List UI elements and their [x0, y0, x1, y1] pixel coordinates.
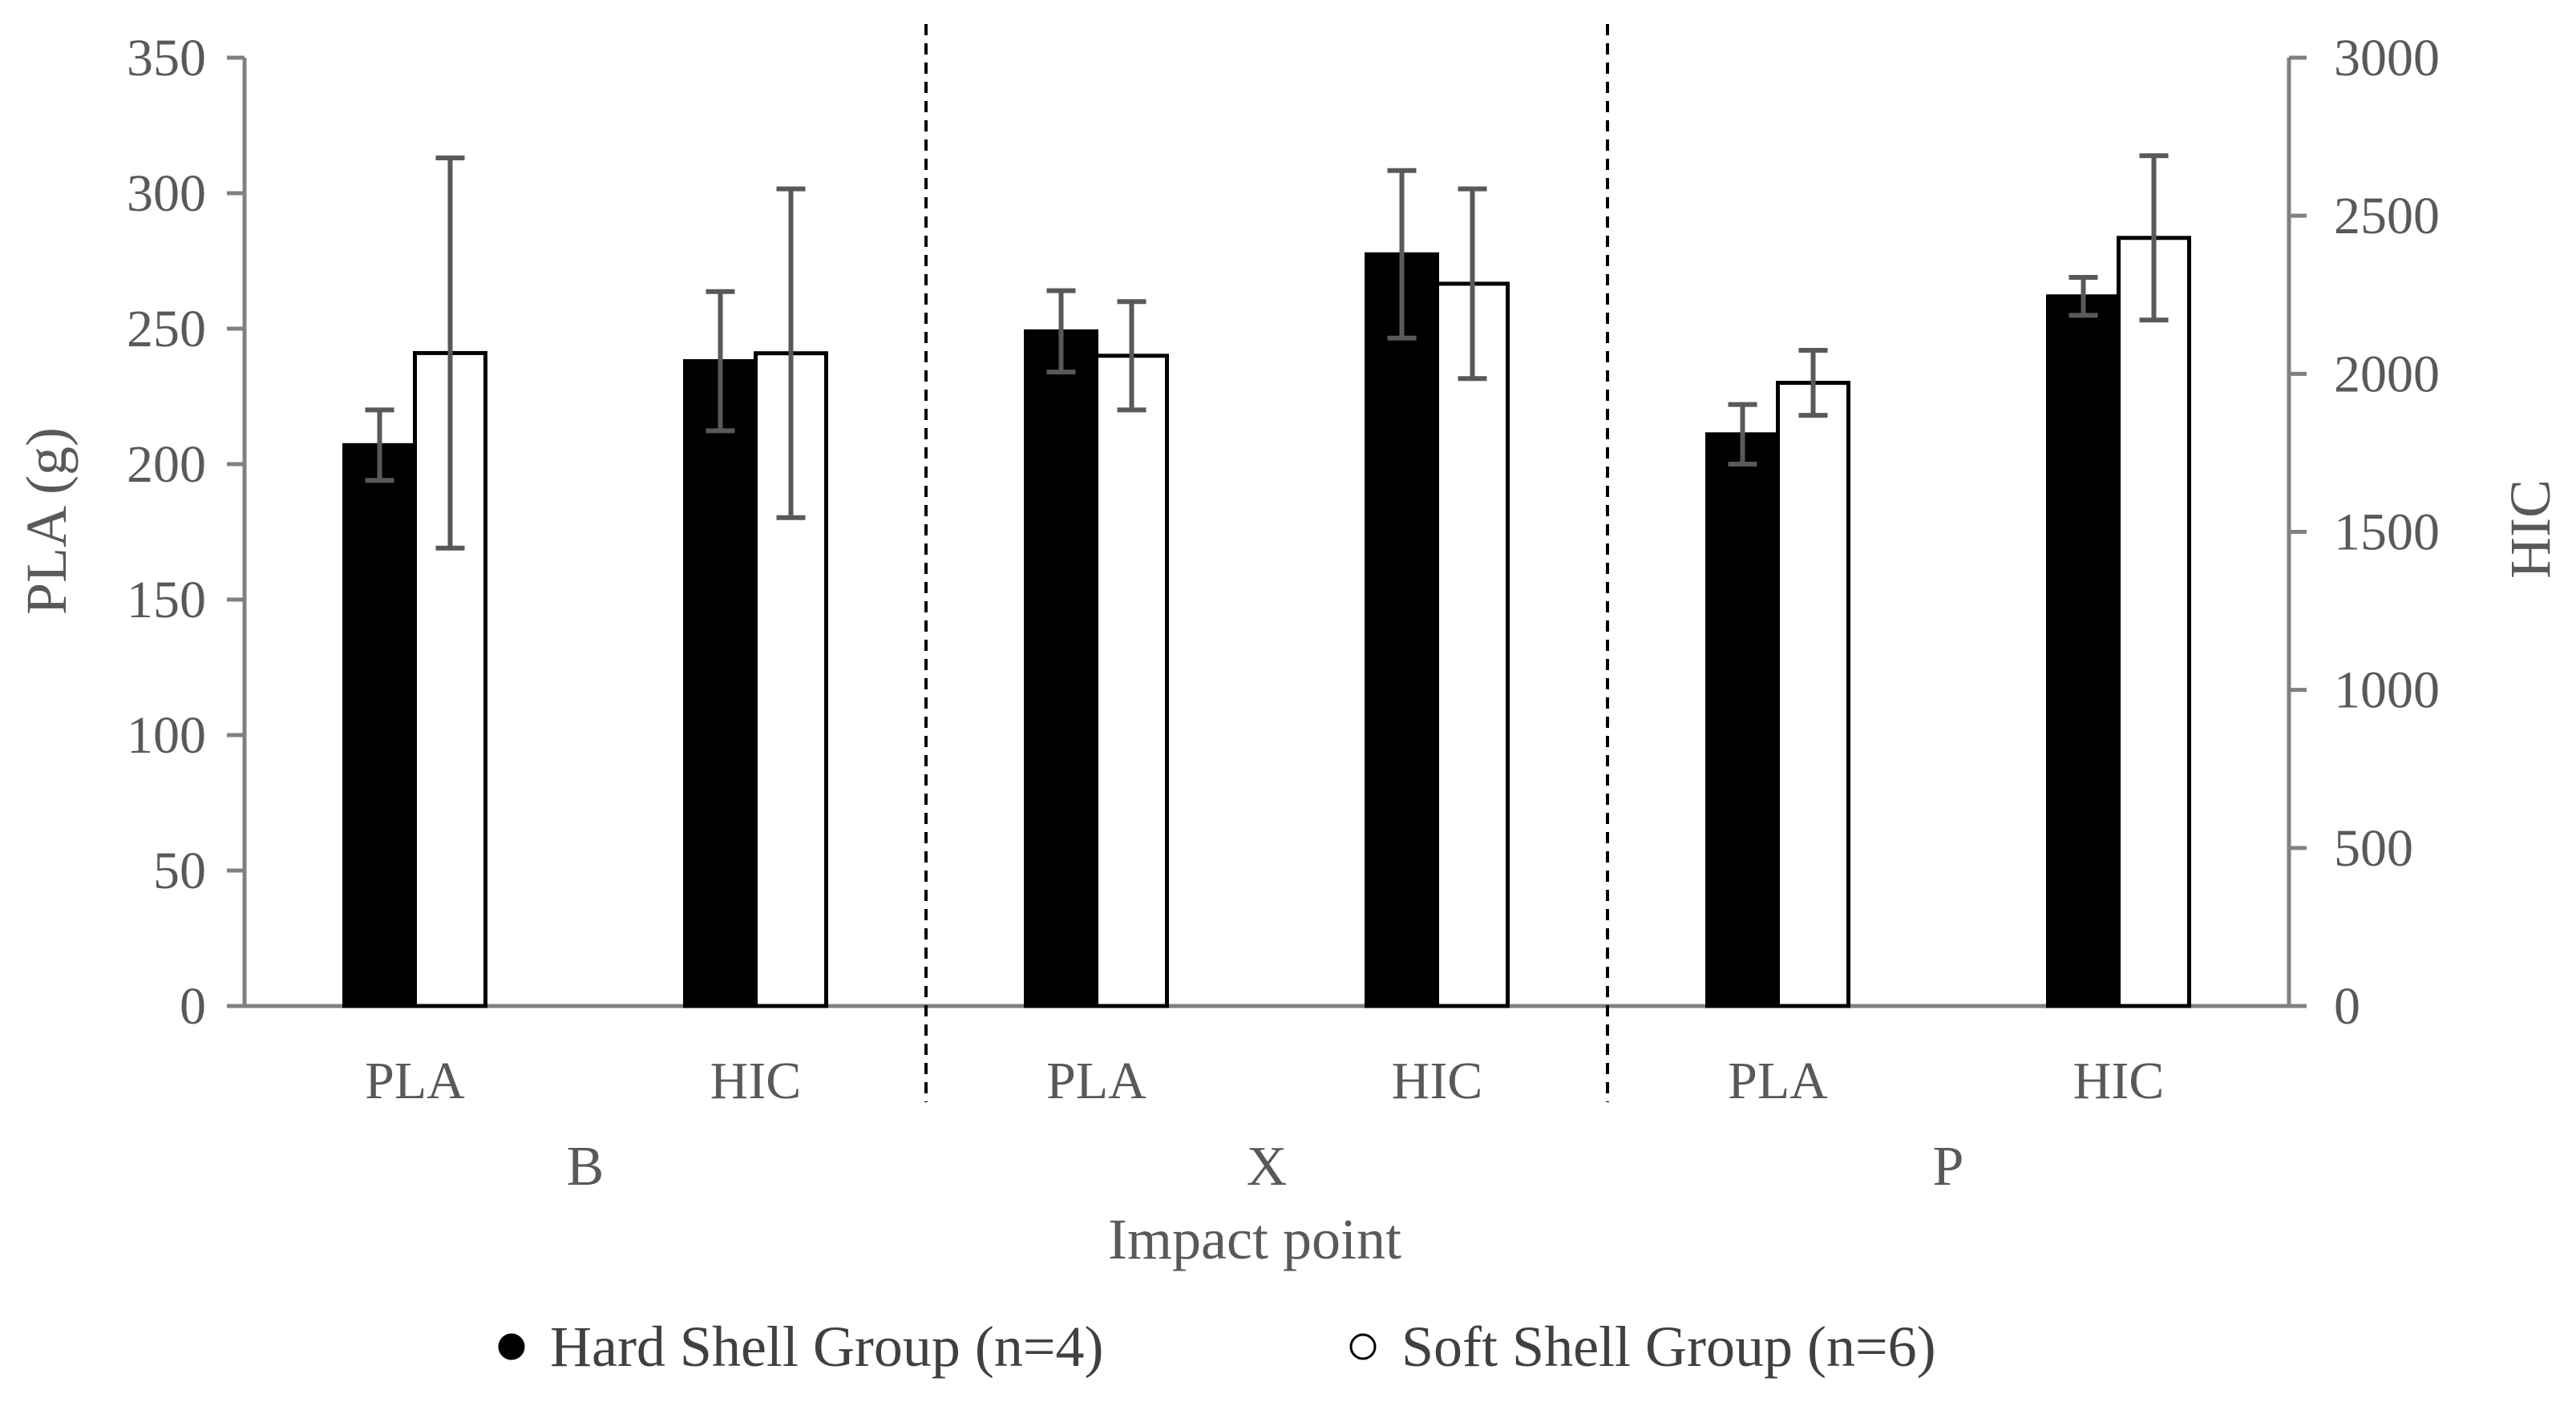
- legend: Hard Shell Group (n=4) Soft Shell Group …: [498, 1315, 1936, 1379]
- legend-marker-hard-shell: [498, 1333, 525, 1360]
- bar-soft-shell: [1094, 354, 1169, 1008]
- x-group-label: P: [1933, 1136, 1964, 1198]
- bar-soft-shell: [1776, 381, 1850, 1008]
- y-tick-label: 250: [127, 300, 206, 358]
- y2-tick-label: 0: [2334, 977, 2360, 1036]
- y-tick-label: 150: [127, 571, 206, 629]
- bar-soft-shell: [2117, 236, 2191, 1008]
- bar-hard-shell: [342, 442, 417, 1008]
- bar-hard-shell: [683, 359, 758, 1008]
- bar-hard-shell: [1024, 329, 1098, 1008]
- y2-tick-label: 500: [2334, 819, 2413, 878]
- legend-marker-soft-shell: [1349, 1333, 1377, 1360]
- x-group-label: X: [1247, 1136, 1288, 1198]
- bar-hard-shell: [1365, 252, 1439, 1008]
- x-category-label: HIC: [1392, 1052, 1483, 1110]
- y-axis-title: PLA (g): [14, 427, 79, 615]
- y2-tick-label: 3000: [2334, 29, 2440, 87]
- x-axis-title: Impact point: [1108, 1207, 1401, 1271]
- bar-soft-shell: [413, 350, 487, 1008]
- y-tick-label: 300: [127, 164, 206, 223]
- legend-label-soft-shell: Soft Shell Group (n=6): [1401, 1315, 1936, 1379]
- legend-label-hard-shell: Hard Shell Group (n=4): [550, 1315, 1103, 1379]
- y2-tick-label: 1000: [2334, 661, 2440, 720]
- bar-hard-shell: [1705, 432, 1780, 1008]
- y2-tick-label: 2500: [2334, 187, 2440, 245]
- y-tick-label: 100: [127, 706, 206, 765]
- bar-hard-shell: [2046, 294, 2121, 1008]
- bar-soft-shell: [1435, 281, 1510, 1008]
- y-tick-label: 0: [180, 977, 206, 1036]
- bar-layer: [342, 236, 2191, 1008]
- chart-plot-area: 0 50 100 150 200 250 300 350 0 500 1000 1500 2000 250…: [127, 24, 2440, 1198]
- x-category-label: HIC: [710, 1052, 802, 1110]
- y2-axis-title: HIC: [2498, 479, 2562, 579]
- y2-tick-label: 1500: [2334, 503, 2440, 562]
- y2-tick-label: 2000: [2334, 345, 2440, 403]
- x-category-label: PLA: [1728, 1052, 1828, 1110]
- y-tick-label: 350: [127, 29, 206, 87]
- x-category-label: PLA: [1046, 1052, 1146, 1110]
- error-bar-layer: [365, 153, 2169, 551]
- y-tick-label: 200: [127, 435, 206, 494]
- x-category-label: HIC: [2073, 1052, 2165, 1110]
- y-tick-label: 50: [153, 842, 206, 900]
- x-group-label: B: [567, 1136, 605, 1198]
- x-category-label: PLA: [365, 1052, 465, 1110]
